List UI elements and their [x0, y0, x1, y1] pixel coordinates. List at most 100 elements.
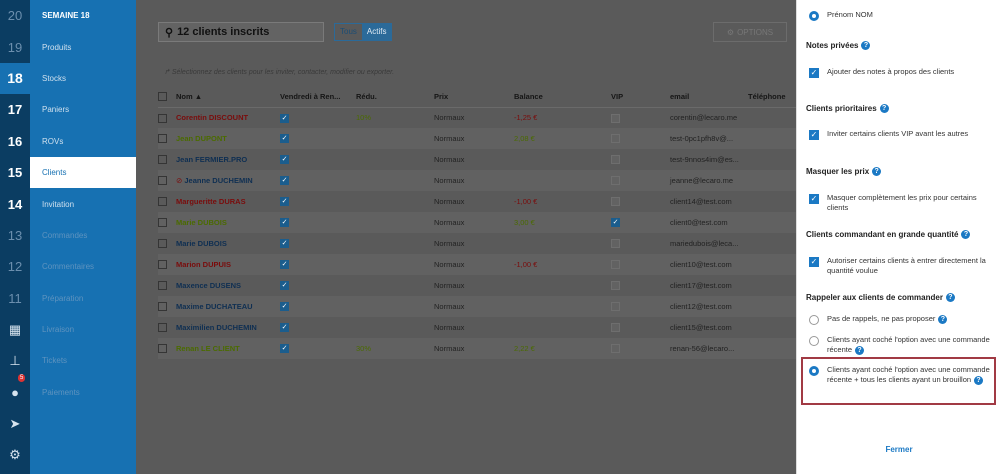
help-icon[interactable]: ? — [974, 375, 984, 385]
friday-checkbox[interactable]: ✓ — [280, 260, 289, 270]
help-icon[interactable]: ? — [861, 41, 871, 51]
col-email[interactable]: email — [670, 86, 748, 108]
help-icon[interactable]: ? — [879, 104, 889, 114]
name-format-option[interactable]: Prénom NOM — [809, 10, 993, 21]
sidebar-item-paniers[interactable]: Paniers — [42, 105, 70, 115]
week-19[interactable]: 19 — [7, 39, 23, 55]
week-16[interactable]: 16 — [7, 133, 23, 149]
remind-radio-drafts[interactable] — [809, 366, 819, 376]
week-17[interactable]: 17 — [7, 102, 23, 118]
friday-checkbox[interactable]: ✓ — [280, 281, 289, 291]
sidebar-item-preparation[interactable]: Préparation — [42, 293, 84, 303]
select-all-checkbox[interactable] — [158, 92, 167, 101]
network-icon[interactable]: ⊥ — [9, 352, 21, 368]
col-prix[interactable]: Prix — [434, 86, 514, 108]
table-row[interactable]: Marie DUBOIS ✓ Normaux mariedubois@leca... — [158, 233, 796, 254]
sidebar-item-commentaires[interactable]: Commentaires — [42, 262, 95, 272]
help-icon[interactable]: ? — [961, 230, 971, 240]
sidebar-item-livraison[interactable]: Livraison — [42, 325, 75, 335]
col-vip[interactable]: VIP — [611, 86, 670, 108]
friday-checkbox[interactable]: ✓ — [280, 176, 289, 186]
row-checkbox[interactable] — [158, 134, 167, 144]
vip-checkbox[interactable] — [611, 344, 620, 354]
help-icon[interactable]: ? — [938, 314, 948, 324]
client-name[interactable]: Renan LE CLIENT — [176, 344, 240, 353]
row-checkbox[interactable] — [158, 260, 167, 270]
search-box[interactable]: ⚲ 12 clients inscrits — [158, 22, 324, 42]
table-row[interactable]: Marie DUBOIS ✓ Normaux 3,00 € ✓ client0@test.… — [158, 212, 796, 233]
shop-icon[interactable]: ▦ — [8, 321, 22, 337]
table-row[interactable]: Jean FERMIER.PRO ✓ Normaux test-9nnos4im@es… — [158, 149, 796, 170]
client-name[interactable]: Jean DUPONT — [176, 134, 227, 143]
vip-checkbox[interactable] — [611, 260, 620, 270]
sidebar-item-clients[interactable]: Clients — [30, 156, 136, 189]
row-checkbox[interactable] — [158, 197, 167, 207]
friday-checkbox[interactable]: ✓ — [280, 302, 289, 312]
friday-checkbox[interactable]: ✓ — [280, 344, 289, 354]
row-checkbox[interactable] — [158, 218, 167, 228]
vip-checkbox[interactable] — [611, 197, 620, 207]
col-reduc[interactable]: Rédu. — [356, 86, 434, 108]
table-row[interactable]: Margueritte DURAS ✓ Normaux -1,00 € client14… — [158, 191, 796, 212]
row-checkbox[interactable] — [158, 302, 167, 312]
prio-checkbox[interactable]: ✓ — [809, 130, 819, 140]
week-11[interactable]: 11 — [8, 290, 22, 306]
table-row[interactable]: ⊘ Jeanne DUCHEMIN ✓ Normaux jeanne@lecaro.m… — [158, 170, 796, 191]
sidebar-item-invitation[interactable]: Invitation — [42, 199, 75, 209]
client-name[interactable]: Jean FERMIER.PRO — [176, 155, 248, 164]
vip-checkbox[interactable] — [611, 176, 620, 186]
hide-prices-checkbox[interactable]: ✓ — [809, 194, 819, 204]
table-row[interactable]: Corentin DISCOUNT ✓ 10% Normaux -1,25 € coren… — [158, 107, 796, 128]
week-18[interactable]: 18 — [0, 62, 30, 95]
row-checkbox[interactable] — [158, 176, 167, 186]
friday-checkbox[interactable]: ✓ — [280, 239, 289, 249]
sidebar-item-paiements[interactable]: Paiements — [42, 387, 80, 397]
help-icon[interactable]: ? — [872, 167, 882, 177]
options-button[interactable]: ⚙ OPTIONS — [713, 22, 787, 42]
week-20[interactable]: 20 — [7, 8, 23, 24]
client-name[interactable]: Corentin DISCOUNT — [176, 113, 249, 123]
client-name[interactable]: Maxime DUCHATEAU — [176, 302, 253, 311]
table-row[interactable]: Marion DUPUIS ✓ Normaux -1,00 € client10@tes… — [158, 254, 796, 275]
friday-checkbox[interactable]: ✓ — [280, 323, 289, 333]
sidebar-item-commandes[interactable]: Commandes — [42, 230, 88, 240]
row-checkbox[interactable] — [158, 344, 167, 354]
notes-checkbox[interactable]: ✓ — [809, 68, 819, 78]
remind-radio-recent[interactable] — [809, 336, 819, 346]
friday-checkbox[interactable]: ✓ — [280, 113, 289, 123]
row-checkbox[interactable] — [158, 155, 167, 165]
help-icon[interactable]: ? — [855, 345, 865, 355]
hide-prices-option[interactable]: ✓ Masquer complètement les prix pour cert… — [809, 193, 993, 213]
client-name[interactable]: Margueritte DURAS — [176, 197, 246, 206]
friday-checkbox[interactable]: ✓ — [280, 218, 289, 228]
notes-option[interactable]: ✓ Ajouter des notes à propos des clients — [809, 67, 993, 78]
filter-all-button[interactable]: Tous — [340, 27, 357, 36]
sidebar-item-rovs[interactable]: ROVs — [42, 136, 64, 146]
filter-active-button[interactable]: Actifs — [361, 24, 392, 40]
vip-checkbox[interactable] — [611, 323, 620, 333]
friday-checkbox[interactable]: ✓ — [280, 155, 289, 165]
remind-option-drafts[interactable]: Clients ayant coché l'option avec une co… — [809, 365, 993, 385]
bell-icon[interactable]: ● 5 — [11, 373, 26, 400]
help-icon[interactable]: ? — [945, 293, 955, 303]
sidebar-item-stocks[interactable]: Stocks — [42, 73, 67, 83]
friday-checkbox[interactable]: ✓ — [280, 134, 289, 144]
close-button[interactable]: Fermer — [885, 445, 913, 454]
table-row[interactable]: Maxence DUSENS ✓ Normaux client17@test.com — [158, 275, 796, 296]
table-row[interactable]: Maximilien DUCHEMIN ✓ Normaux client15@test… — [158, 317, 796, 338]
remind-option-none[interactable]: Pas de rappels, ne pas proposer? — [809, 314, 993, 325]
client-name[interactable]: Maximilien DUCHEMIN — [176, 323, 257, 332]
row-checkbox[interactable] — [158, 323, 167, 333]
bulk-option[interactable]: ✓ Autoriser certains clients à entrer dir… — [809, 256, 993, 276]
gear-icon[interactable]: ⚙ — [9, 447, 21, 463]
send-icon[interactable]: ➤ — [9, 415, 21, 431]
client-name[interactable]: Jeanne DUCHEMIN — [184, 176, 253, 185]
week-13[interactable]: 13 — [7, 227, 23, 243]
sidebar-item-produits[interactable]: Produits — [42, 42, 72, 52]
client-name[interactable]: Marie DUBOIS — [176, 239, 227, 248]
week-14[interactable]: 14 — [7, 196, 23, 212]
vip-checkbox[interactable]: ✓ — [611, 218, 620, 228]
client-name[interactable]: Maxence DUSENS — [176, 281, 242, 290]
vip-checkbox[interactable] — [611, 302, 620, 312]
col-telephone[interactable]: Téléphone — [748, 86, 796, 108]
